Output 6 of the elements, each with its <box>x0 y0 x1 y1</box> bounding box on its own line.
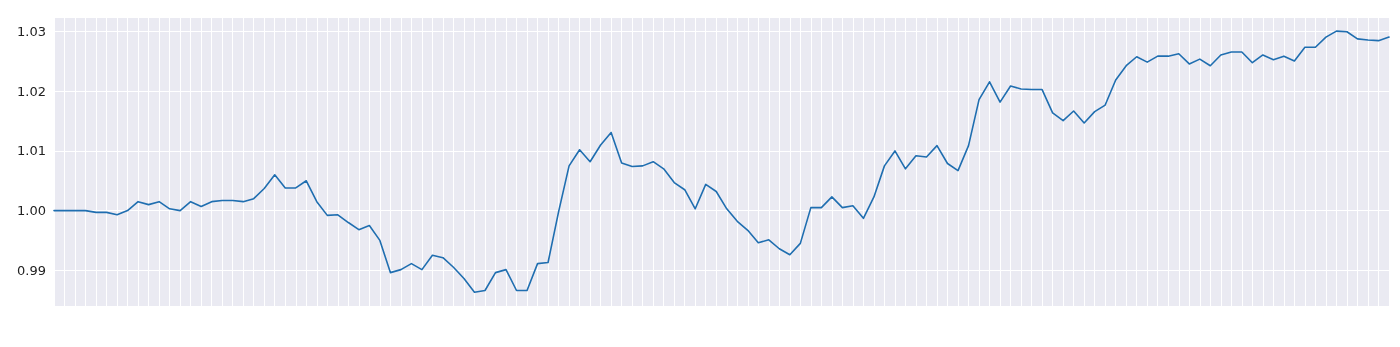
y-tick-label: 1.03 <box>17 24 46 40</box>
y-tick-label: 1.01 <box>17 143 46 159</box>
y-tick-label: 1.00 <box>17 203 46 219</box>
y-tick-label: 0.99 <box>17 262 46 278</box>
y-tick-label: 1.02 <box>17 83 46 99</box>
line-series <box>53 30 1390 294</box>
